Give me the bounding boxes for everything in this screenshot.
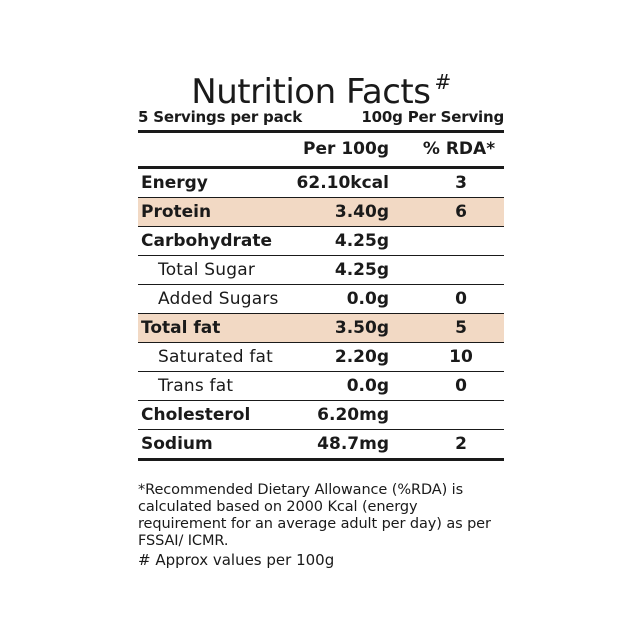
servings-per-pack: 5 Servings per pack (138, 108, 302, 126)
divider (138, 371, 504, 372)
column-header-row: Per 100g % RDA* (138, 133, 504, 166)
nutrient-rda: 10 (449, 347, 473, 367)
divider (138, 226, 504, 227)
divider (138, 400, 504, 401)
divider (138, 130, 504, 133)
nutrient-name: Cholesterol (141, 405, 251, 425)
divider (138, 284, 504, 285)
nutrient-value: 4.25g (334, 260, 389, 280)
nutrient-name: Total Sugar (158, 260, 256, 280)
table-row-saturated-fat: Saturated fat 2.20g 10 (138, 343, 504, 371)
nutrient-value: 62.10kcal (296, 173, 389, 193)
nutrient-rda: 3 (455, 173, 467, 193)
title-mark: # (434, 70, 451, 94)
divider (138, 197, 504, 198)
nutrient-name: Added Sugars (158, 289, 279, 309)
approx-footnote: # Approx values per 100g (138, 551, 335, 569)
table-row-protein: Protein 3.40g 6 (138, 198, 504, 226)
page-title: Nutrition Facts # (138, 60, 504, 112)
nutrient-name: Total fat (141, 318, 221, 338)
nutrient-value: 0.0g (346, 376, 389, 396)
table-row-trans-fat: Trans fat 0.0g 0 (138, 372, 504, 400)
nutrient-name: Carbohydrate (141, 231, 273, 251)
nutrient-rda: 0 (455, 289, 467, 309)
rda-footnote: *Recommended Dietary Allowance (%RDA) is… (138, 482, 491, 549)
table-row-total-fat: Total fat 3.50g 5 (138, 314, 504, 342)
nutrient-name: Energy (141, 173, 208, 193)
table-row-carbohydrate: Carbohydrate 4.25g (138, 227, 504, 255)
title-text: Nutrition Facts (191, 72, 431, 112)
serving-size: 100g Per Serving (361, 108, 504, 126)
divider (138, 342, 504, 343)
divider (138, 429, 504, 430)
nutrient-name: Sodium (141, 434, 213, 454)
servings-line: 5 Servings per pack 100g Per Serving (138, 104, 504, 130)
divider (138, 458, 504, 461)
nutrient-name: Trans fat (158, 376, 234, 396)
divider (138, 313, 504, 314)
nutrient-name: Protein (141, 202, 212, 222)
nutrient-rda: 6 (455, 202, 467, 222)
nutrient-value: 3.40g (334, 202, 389, 222)
nutrient-value: 4.25g (334, 231, 389, 251)
nutrition-facts-panel: Nutrition Facts # 5 Servings per pack 100… (138, 60, 504, 461)
table-row-sodium: Sodium 48.7mg 2 (138, 430, 504, 458)
table-row-energy: Energy 62.10kcal 3 (138, 169, 504, 197)
nutrient-rda: 0 (455, 376, 467, 396)
divider (138, 255, 504, 256)
table-row-total-sugar: Total Sugar 4.25g (138, 256, 504, 284)
column-per-100g: Per 100g (303, 139, 389, 159)
nutrient-value: 0.0g (346, 289, 389, 309)
nutrient-rda: 2 (455, 434, 467, 454)
nutrient-value: 48.7mg (317, 434, 389, 454)
nutrient-rda: 5 (455, 318, 467, 338)
divider (138, 166, 504, 169)
column-rda: % RDA* (422, 139, 496, 159)
table-row-added-sugars: Added Sugars 0.0g 0 (138, 285, 504, 313)
nutrient-value: 6.20mg (317, 405, 389, 425)
nutrient-value: 2.20g (334, 347, 389, 367)
nutrient-value: 3.50g (334, 318, 389, 338)
nutrient-name: Saturated fat (158, 347, 274, 367)
table-row-cholesterol: Cholesterol 6.20mg (138, 401, 504, 429)
